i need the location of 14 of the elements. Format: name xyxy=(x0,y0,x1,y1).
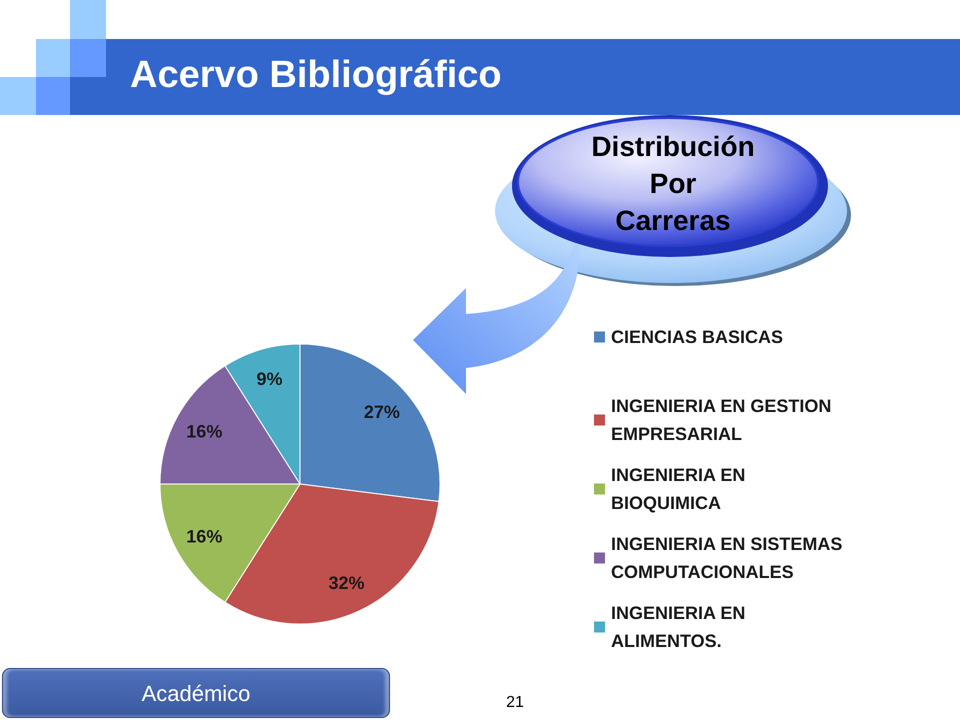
legend-label: INGENIERIA EN SISTEMAS COMPUTACIONALES xyxy=(611,534,848,582)
chart-subtitle: Distribución Por Carreras xyxy=(590,130,756,238)
data-label: 32% xyxy=(328,572,365,593)
legend-label: CIENCIAS BASICAS xyxy=(611,327,784,347)
text: 21 xyxy=(505,693,525,713)
text: Académico xyxy=(140,680,252,708)
data-label: 16% xyxy=(186,526,222,547)
chart-title: Acervo Bibliográfico xyxy=(130,54,502,96)
legend-label: INGENIERIA EN BIOQUIMICA xyxy=(611,465,750,513)
data-label: 27% xyxy=(364,402,400,422)
data-label: 16% xyxy=(186,421,222,442)
legend-label: INGENIERIA EN GESTION EMPRESARIAL xyxy=(611,396,836,444)
data-label: 9% xyxy=(256,369,283,390)
legend-label: INGENIERIA EN ALIMENTOS. xyxy=(611,603,750,651)
